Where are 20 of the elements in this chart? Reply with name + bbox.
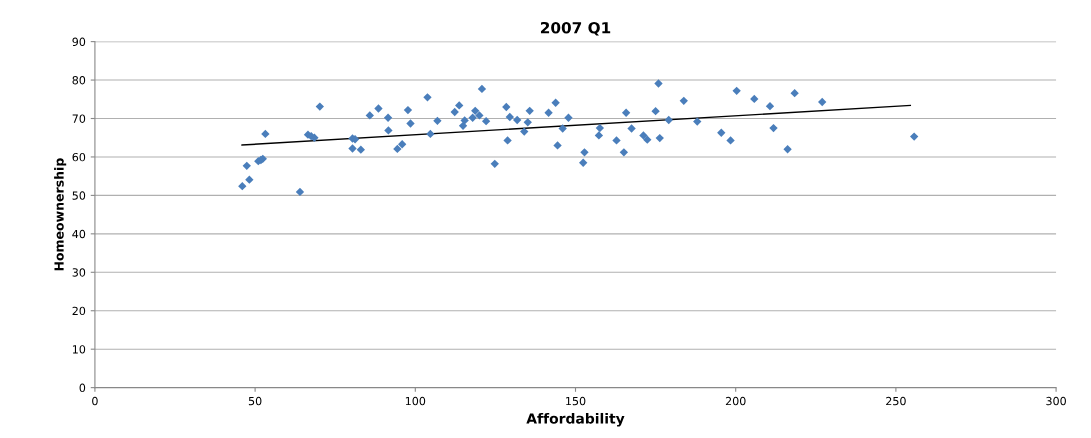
- x-tick-label: 150: [566, 396, 586, 406]
- y-tick-label: 0: [79, 383, 86, 393]
- y-tick-label: 20: [72, 306, 86, 316]
- y-tick-label: 30: [72, 268, 86, 277]
- x-tick-label: 250: [886, 396, 906, 406]
- x-tick-label: 200: [725, 396, 746, 406]
- y-tick-label: 90: [72, 37, 86, 46]
- x-tick-label: 50: [248, 396, 262, 406]
- y-tick-label: 10: [72, 345, 86, 354]
- y-tick-label: 50: [72, 191, 86, 200]
- y-tick-label: 80: [72, 76, 86, 85]
- x-tick-label: 0: [92, 396, 98, 406]
- chart-title: 2007 Q1: [540, 21, 611, 36]
- x-tick-label: 300: [1046, 396, 1066, 406]
- y-tick-label: 40: [72, 229, 86, 239]
- y-tick-label: 70: [72, 114, 86, 123]
- x-axis-title: Affordability: [526, 412, 625, 427]
- y-axis-title: Homeownership: [54, 158, 67, 271]
- x-tick-label: 100: [405, 396, 426, 406]
- y-tick-label: 60: [72, 152, 86, 162]
